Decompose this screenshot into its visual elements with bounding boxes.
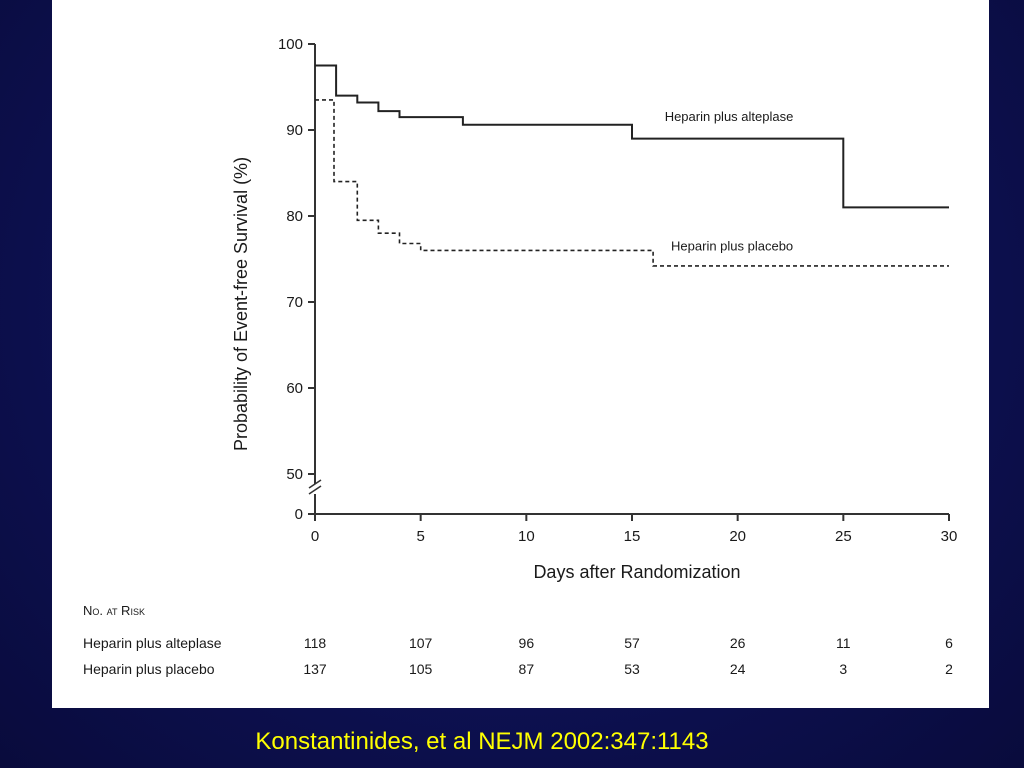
risk-value: 87 bbox=[519, 661, 535, 677]
risk-row-label: Heparin plus placebo bbox=[83, 661, 215, 677]
axis-break-mark bbox=[308, 479, 322, 489]
risk-value: 137 bbox=[303, 661, 327, 677]
risk-value: 24 bbox=[730, 661, 746, 677]
risk-value: 6 bbox=[945, 635, 953, 651]
y-tick-label: 50 bbox=[286, 466, 303, 483]
risk-value: 96 bbox=[519, 635, 535, 651]
labels: Days after Randomization Probability of E… bbox=[231, 109, 793, 582]
risk-value: 2 bbox=[945, 661, 953, 677]
risk-value: 11 bbox=[836, 635, 851, 651]
series-line-placebo bbox=[315, 99, 949, 267]
risk-row-label: Heparin plus alteplase bbox=[83, 635, 222, 651]
series-label-alteplase: Heparin plus alteplase bbox=[665, 109, 794, 124]
citation-caption: Konstantinides, et al NEJM 2002:347:1143 bbox=[0, 728, 1024, 756]
x-tick-label: 0 bbox=[311, 528, 319, 545]
x-tick-label: 25 bbox=[835, 528, 852, 545]
y-tick-label: 100 bbox=[278, 36, 303, 53]
y-tick-label: 80 bbox=[286, 208, 303, 225]
risk-value: 118 bbox=[304, 635, 327, 651]
x-tick-label: 5 bbox=[416, 528, 424, 545]
risk-value: 3 bbox=[839, 661, 847, 677]
series-label-placebo: Heparin plus placebo bbox=[671, 238, 793, 253]
risk-value: 26 bbox=[730, 635, 746, 651]
x-tick-label: 10 bbox=[518, 528, 535, 545]
risk-value: 107 bbox=[409, 635, 433, 651]
y-tick-label: 60 bbox=[286, 380, 303, 397]
figure-panel: 0 50 60 70 80 90 100 0 5 10 15 20 25 30 Days after Ra… bbox=[52, 0, 989, 708]
axes bbox=[308, 44, 949, 515]
series bbox=[315, 64, 949, 267]
y-tick-label: 90 bbox=[286, 122, 303, 139]
risk-table-title: No. at Risk bbox=[83, 603, 145, 618]
kaplan-meier-chart: 0 50 60 70 80 90 100 0 5 10 15 20 25 30 Days after Ra… bbox=[83, 36, 957, 677]
x-tick-label: 20 bbox=[729, 528, 746, 545]
risk-value: 105 bbox=[409, 661, 433, 677]
x-tick-label: 30 bbox=[941, 528, 958, 545]
x-tick-label: 15 bbox=[624, 528, 641, 545]
y-axis-title: Probability of Event-free Survival (%) bbox=[231, 157, 251, 451]
axis-break-mark bbox=[308, 485, 322, 495]
ticks: 0 50 60 70 80 90 100 0 5 10 15 20 25 30 bbox=[278, 36, 957, 545]
risk-table: No. at Risk Heparin plus alteplase 118 107 9… bbox=[83, 603, 953, 677]
x-axis-title: Days after Randomization bbox=[533, 562, 740, 582]
y-tick-label: 0 bbox=[295, 506, 303, 523]
y-tick-label: 70 bbox=[286, 294, 303, 311]
risk-value: 53 bbox=[624, 661, 640, 677]
citation-text: Konstantinides, et al NEJM 2002:347:1143 bbox=[255, 728, 709, 755]
series-line-alteplase bbox=[315, 64, 949, 209]
risk-value: 57 bbox=[624, 635, 640, 651]
